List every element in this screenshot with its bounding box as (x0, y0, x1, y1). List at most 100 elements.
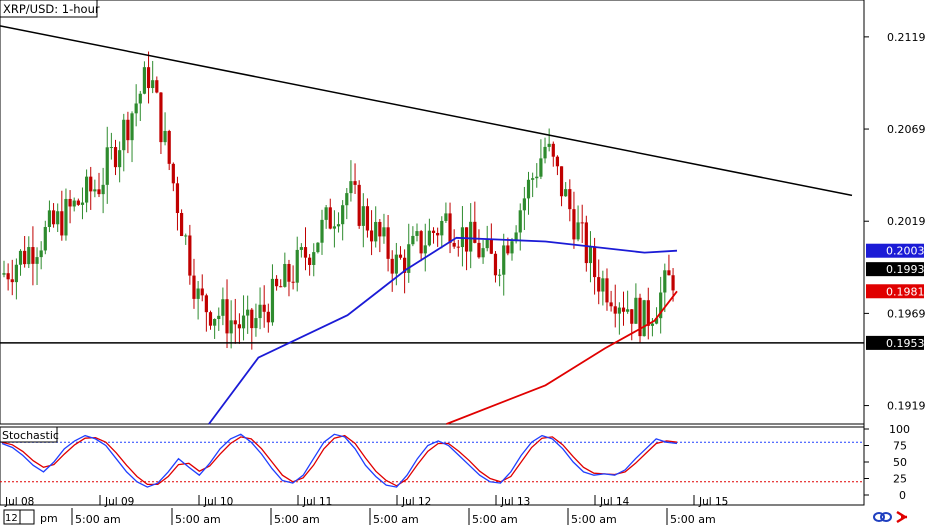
candle-body (184, 235, 188, 237)
candle-body (469, 221, 473, 252)
price-label-red: 0.1981 (886, 285, 925, 298)
candle-body (518, 210, 522, 233)
candle-body (31, 247, 35, 264)
candle-body (535, 176, 539, 179)
candle-body (403, 257, 407, 273)
price-tick-label: 0.2069 (887, 123, 925, 136)
candle-body (312, 252, 316, 265)
candle-body (427, 230, 431, 246)
stochastic-tick-label: 75 (893, 440, 907, 453)
candle-body (101, 184, 105, 195)
price-labels: 0.2003 0.1993 0.1981 0.1953 (866, 243, 925, 350)
candle-body (105, 147, 109, 185)
stochastic-panel[interactable] (0, 426, 865, 506)
candle-body (159, 92, 163, 143)
moving-average-slow-line (446, 290, 678, 425)
candle-body (361, 206, 365, 226)
bottom-left-label: 12 (5, 513, 18, 524)
candle-body (506, 245, 510, 254)
candle-body (415, 231, 419, 236)
candle-body (386, 227, 390, 259)
candle-body (605, 278, 609, 303)
stochastic-tick-label: 100 (889, 423, 910, 436)
link-icon[interactable] (873, 512, 892, 522)
candle-body (97, 189, 101, 195)
candle-body (336, 224, 341, 227)
candle-body (353, 181, 357, 185)
candle-body (440, 220, 444, 236)
candle-body (423, 245, 427, 254)
date-tick-label: Jul 11 (302, 496, 332, 508)
candle-body (43, 226, 47, 251)
candle-body (464, 227, 469, 252)
candle-body (621, 307, 626, 312)
candle-body (279, 286, 283, 288)
candle-body (407, 244, 411, 273)
time-tick-label: 5:00 am (75, 513, 121, 525)
candle-body (555, 156, 560, 167)
candle-body (345, 193, 349, 206)
candle-body (126, 119, 130, 141)
candle-body (225, 299, 229, 334)
candle-body (23, 250, 27, 265)
candle-body (630, 309, 634, 324)
price-label-box (866, 243, 924, 258)
candle-body (2, 273, 6, 275)
candle-body (151, 80, 155, 89)
candle-body (233, 320, 237, 325)
candle-body (274, 278, 279, 287)
candle-body (349, 181, 353, 194)
date-tick-label: Jul 14 (599, 496, 630, 508)
candle-body (514, 232, 518, 242)
candle-body (588, 246, 593, 264)
candle-body (634, 297, 638, 324)
candle-body (448, 213, 452, 243)
candle-body (341, 205, 345, 225)
stochastic-axis: 100 75 50 25 0 (864, 423, 910, 502)
price-label-box (866, 284, 924, 299)
price-tick-label: 0.2119 (887, 31, 925, 44)
candle-body (568, 189, 572, 210)
candle-body (328, 207, 332, 229)
candle-body (64, 198, 68, 236)
bottom-left-box-2[interactable] (19, 509, 35, 525)
time-tick-label: 5:00 am (571, 513, 617, 525)
candle-body (6, 273, 10, 280)
candle-body (365, 206, 370, 231)
candle-body (237, 324, 242, 329)
red-arrow-icon[interactable] (896, 510, 908, 524)
candle-body (246, 309, 250, 316)
candle-body (109, 147, 113, 149)
price-panel[interactable] (0, 0, 865, 425)
candle-body (60, 211, 64, 236)
candle-body (601, 278, 605, 292)
candle-body (609, 302, 613, 307)
candle-body (493, 253, 498, 276)
candle-body (382, 227, 386, 237)
candle-body (663, 270, 667, 293)
candle-body (18, 250, 23, 265)
indicator-lines (0, 25, 864, 425)
time-tick-label: 5:00 am (373, 513, 419, 525)
stochastic-d-line (1, 434, 678, 487)
price-tick-label: 0.2019 (887, 215, 925, 228)
candle-body (369, 230, 374, 242)
date-tick-label: Jul 08 (4, 496, 34, 508)
candle-body (667, 270, 671, 276)
candle-body (295, 249, 299, 283)
candle-body (39, 250, 43, 258)
candle-body (130, 113, 134, 141)
candle-body (498, 274, 502, 276)
stochastic-tick-label: 0 (899, 489, 906, 502)
time-tick-label: 5:00 am (670, 513, 716, 525)
candle-body (80, 202, 85, 205)
candle-body (10, 279, 14, 283)
date-tick-label: Jul 12 (401, 496, 431, 508)
candle-body (539, 158, 543, 177)
candle-body (444, 213, 448, 221)
time-tick-label: 5:00 am (274, 513, 320, 525)
candle-body (481, 248, 485, 258)
candle-body (613, 306, 617, 314)
